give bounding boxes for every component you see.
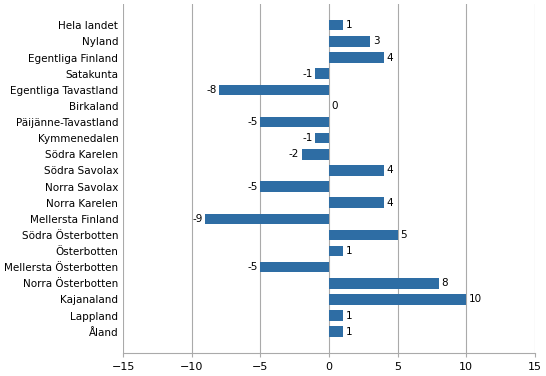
Text: -8: -8 <box>206 85 216 95</box>
Text: -2: -2 <box>288 149 299 159</box>
Bar <box>329 36 370 47</box>
Bar <box>329 278 439 288</box>
Bar <box>260 117 329 127</box>
Bar <box>260 181 329 192</box>
Text: 1: 1 <box>346 311 352 321</box>
Text: -9: -9 <box>192 214 203 224</box>
Bar <box>301 149 329 159</box>
Bar <box>329 165 384 176</box>
Text: 0: 0 <box>332 101 338 111</box>
Text: 5: 5 <box>400 230 407 240</box>
Text: 1: 1 <box>346 246 352 256</box>
Bar <box>329 20 343 30</box>
Bar <box>260 262 329 273</box>
Text: 1: 1 <box>346 20 352 30</box>
Bar <box>329 52 384 63</box>
Text: -1: -1 <box>302 69 312 79</box>
Text: -5: -5 <box>247 262 258 272</box>
Bar <box>315 133 329 143</box>
Text: 4: 4 <box>387 165 393 176</box>
Bar <box>329 197 384 208</box>
Bar <box>315 68 329 79</box>
Text: -1: -1 <box>302 133 312 143</box>
Text: 1: 1 <box>346 327 352 337</box>
Text: -5: -5 <box>247 182 258 191</box>
Bar <box>329 246 343 256</box>
Bar <box>329 294 466 305</box>
Bar <box>219 85 329 95</box>
Bar <box>329 326 343 337</box>
Text: 10: 10 <box>469 294 482 305</box>
Text: 4: 4 <box>387 53 393 62</box>
Text: -5: -5 <box>247 117 258 127</box>
Text: 3: 3 <box>373 36 379 46</box>
Text: 8: 8 <box>442 278 448 288</box>
Bar <box>329 310 343 321</box>
Bar <box>205 214 329 224</box>
Text: 4: 4 <box>387 198 393 208</box>
Bar <box>329 230 397 240</box>
